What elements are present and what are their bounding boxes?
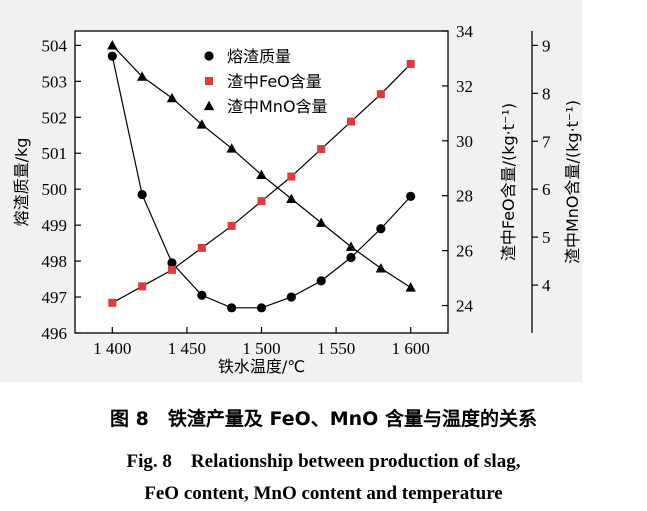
left-axis-tick-label: 498 — [42, 252, 68, 271]
series-3-point — [226, 143, 237, 153]
right-axis-1-tick-label: 28 — [456, 187, 473, 206]
legend-label-3: 渣中MnO含量 — [227, 97, 328, 116]
left-axis-tick-label: 497 — [42, 288, 68, 307]
axes-layer: 1 400 1 450 1 500 1 550 1 600铁水温度/℃496497498… — [12, 22, 582, 376]
chart: 1 400 1 450 1 500 1 550 1 600铁水温度/℃496497498… — [0, 0, 582, 382]
series-3-point — [375, 263, 387, 273]
right-axis-1-tick-label: 34 — [456, 22, 474, 41]
caption-chinese: 图 8 铁渣产量及 FeO、MnO 含量与温度的关系 — [110, 408, 537, 430]
x-tick-label: 1 550 — [317, 339, 355, 358]
right-axis-2-tick-label: 7 — [542, 132, 551, 151]
series-3-point — [345, 241, 357, 251]
plot-frame — [74, 30, 449, 334]
legend-marker-2 — [205, 77, 213, 85]
right-axis-1-tick-label: 26 — [456, 242, 473, 261]
legend-marker-1 — [204, 51, 214, 61]
right-axis-1-tick-label: 30 — [456, 132, 473, 151]
legend-label-1: 熔渣质量 — [227, 47, 291, 66]
series-3-point — [315, 217, 327, 227]
left-axis-tick-label: 500 — [42, 180, 68, 199]
series-1-point — [167, 258, 177, 268]
left-axis-tick-label: 496 — [42, 324, 68, 343]
series-1-point — [197, 290, 207, 300]
legend-marker-3 — [203, 100, 215, 111]
x-tick-label: 1 400 — [93, 339, 131, 358]
right-axis-2-label: 渣中MnO含量/(kg·t⁻¹) — [563, 100, 582, 264]
left-axis-tick-label: 502 — [42, 108, 68, 127]
series-1-point — [406, 191, 416, 201]
series-2-point — [287, 172, 296, 181]
x-tick-label: 1 450 — [168, 339, 206, 358]
series-2-point — [108, 298, 117, 307]
series-2-point — [257, 197, 266, 206]
left-axis-tick-label: 501 — [42, 144, 68, 163]
series-1-point — [286, 292, 296, 302]
series-3-point — [196, 119, 208, 129]
right-axis-2-tick-label: 6 — [542, 180, 551, 199]
series-2-point — [197, 243, 206, 252]
series-1-point — [316, 276, 326, 286]
right-axis-2-tick-label: 4 — [542, 276, 551, 295]
series-2-point — [138, 282, 147, 291]
series-1-point — [256, 303, 267, 313]
series-2-point — [227, 221, 236, 230]
x-tick-label: 1 500 — [242, 339, 280, 358]
caption-english-line-2: FeO content, MnO content and temperature — [144, 483, 503, 504]
series-3-point — [107, 40, 118, 50]
series-3-point — [286, 193, 297, 203]
legend-label-2: 渣中FeO含量 — [227, 72, 322, 91]
series-3-point — [136, 71, 148, 81]
left-axis-label: 熔渣质量/kg — [12, 138, 31, 227]
right-axis-1-tick-label: 32 — [456, 77, 473, 96]
series-3-point — [256, 169, 267, 179]
caption-english-line-1: Fig. 8 Relationship between production o… — [126, 451, 521, 472]
series-2-point — [347, 117, 356, 126]
left-axis-tick-label: 499 — [42, 216, 68, 235]
series-2-point — [317, 145, 326, 154]
x-axis-label: 铁水温度/℃ — [218, 357, 305, 376]
series-markers-layer — [107, 40, 416, 313]
series-3-point — [405, 282, 416, 292]
series-2-point — [167, 265, 176, 274]
series-2-point — [406, 59, 415, 68]
right-axis-2-tick-label: 5 — [542, 228, 551, 247]
left-axis-tick-label: 503 — [42, 72, 68, 91]
series-2-point — [376, 90, 385, 99]
series-1-point — [107, 51, 117, 61]
left-axis-tick-label: 504 — [42, 36, 68, 55]
series-1-point — [376, 224, 386, 234]
right-axis-2-tick-label: 8 — [542, 84, 551, 103]
x-tick-label: 1 600 — [392, 339, 430, 358]
series-1-point — [346, 252, 356, 263]
series-1-point — [137, 189, 147, 200]
right-axis-1-tick-label: 24 — [456, 297, 474, 316]
series-1-point — [227, 303, 237, 313]
right-axis-2-tick-label: 9 — [542, 36, 551, 55]
series-3-point — [166, 92, 178, 103]
right-axis-1-label: 渣中FeO含量/(kg·t⁻¹) — [499, 103, 518, 261]
